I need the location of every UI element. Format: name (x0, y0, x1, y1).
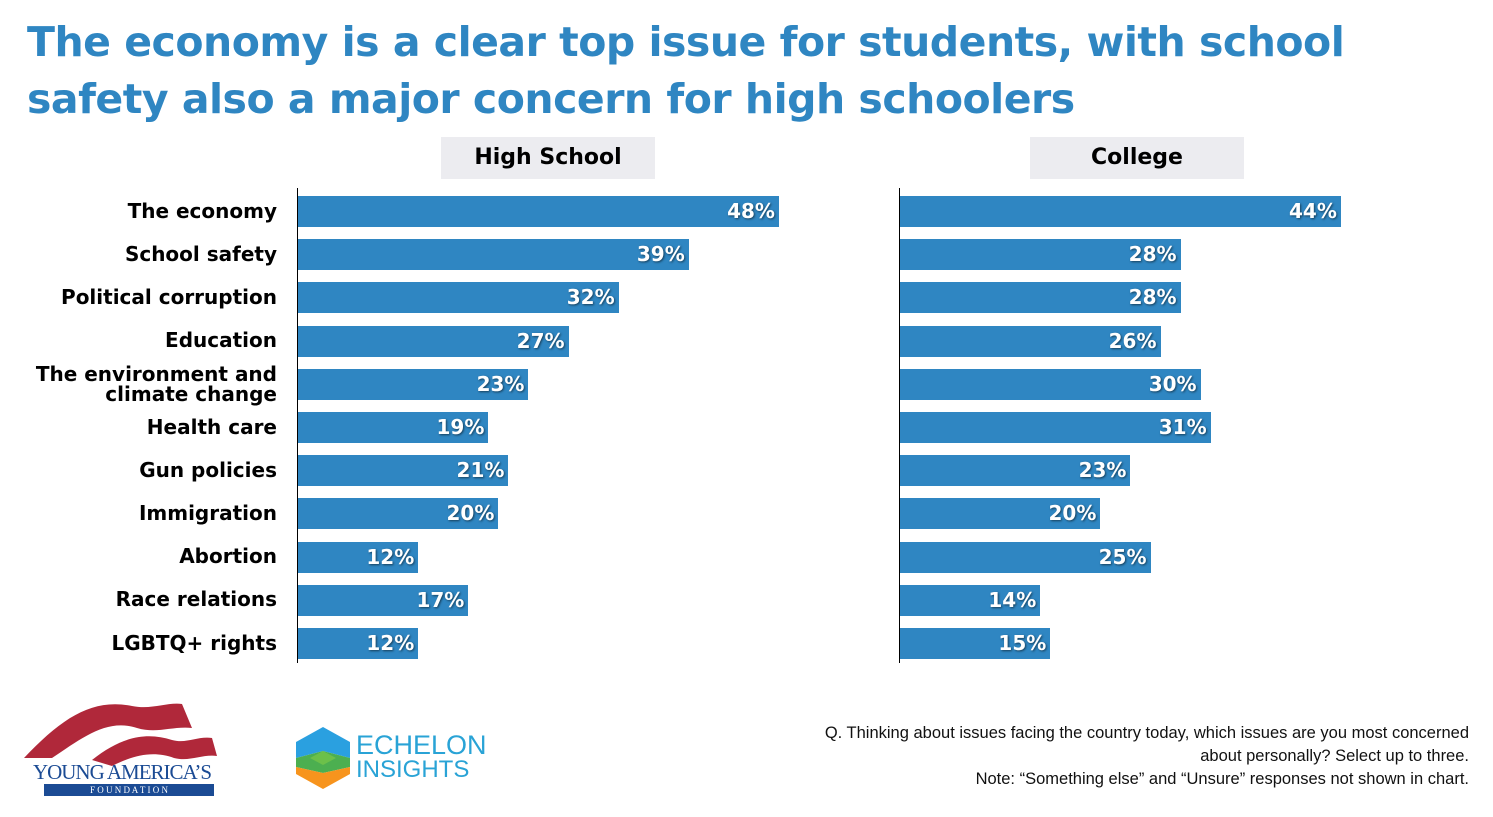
high-school-value-label: 19% (436, 415, 485, 439)
yaf-wordmark: YOUNG AMERICA’S (32, 760, 212, 784)
college-bar (900, 325, 1161, 357)
college-value-label: 20% (1048, 501, 1097, 526)
high-school-value-label: 27% (516, 328, 565, 353)
college-value-label: 31% (1158, 415, 1207, 439)
insights-wordmark: INSIGHTS (356, 756, 470, 783)
college-value-label: 28% (1128, 285, 1177, 310)
high-school-bar (298, 196, 779, 227)
college-bar (900, 498, 1101, 530)
college-axis-line (899, 188, 900, 663)
high-school-bar (298, 239, 689, 271)
college-value-label: 15% (998, 631, 1047, 655)
high-school-bar (298, 325, 569, 357)
high-school-bar (298, 282, 619, 314)
high-school-value-label: 39% (636, 242, 685, 267)
question-line-2: about personally? Select up to three. (1200, 747, 1469, 765)
college-bar (900, 628, 1051, 659)
footnote: Q. Thinking about issues facing the coun… (649, 722, 1469, 791)
college-bar (900, 368, 1201, 400)
high-school-bar (298, 455, 509, 487)
category-label: Education (165, 328, 277, 353)
college-bar (900, 282, 1181, 314)
high-school-bar (298, 412, 489, 443)
young-americas-foundation-logo: YOUNG AMERICA’S F O U N D A T I O N (22, 698, 222, 800)
panel-header-high-school: High School (441, 137, 655, 179)
college-value-label: 30% (1148, 371, 1197, 396)
high-school-axis-line (297, 188, 298, 663)
high-school-value-label: 23% (476, 371, 525, 396)
high-school-bar (298, 498, 499, 530)
college-bar (900, 196, 1341, 227)
question-line-1: Q. Thinking about issues facing the coun… (824, 724, 1469, 742)
high-school-bar (298, 584, 469, 616)
high-school-value-label: 20% (446, 501, 495, 526)
high-school-value-label: 21% (456, 458, 505, 483)
high-school-bar (298, 368, 529, 400)
high-school-bar (298, 541, 419, 573)
echelon-wordmark: ECHELON (356, 730, 487, 760)
panel-header-college: College (1030, 137, 1244, 179)
category-label: Abortion (179, 544, 277, 569)
high-school-value-label: 12% (366, 631, 415, 655)
college-value-label: 44% (1289, 199, 1337, 223)
college-value-label: 28% (1128, 242, 1177, 267)
note-line: Note: “Something else” and “Unsure” resp… (975, 770, 1469, 788)
college-value-label: 23% (1078, 458, 1127, 483)
high-school-value-label: 17% (416, 587, 465, 612)
high-school-value-label: 32% (566, 285, 615, 310)
category-label: The economy (127, 198, 277, 223)
high-school-value-label: 48% (727, 199, 775, 223)
category-label: Race relations (115, 587, 277, 612)
category-label: Political corruption (61, 284, 277, 309)
flag-icon (24, 703, 217, 766)
category-label: Gun policies (139, 457, 277, 482)
chart-title: The economy is a clear top issue for stu… (27, 18, 1345, 123)
college-value-label: 26% (1108, 328, 1157, 353)
category-label: Immigration (138, 500, 277, 525)
college-bar (900, 584, 1041, 616)
category-label: LGBTQ+ rights (111, 630, 277, 655)
echelon-insights-logo: ECHELON INSIGHTS (296, 727, 496, 789)
college-bar (900, 412, 1211, 443)
yaf-foundation-band: F O U N D A T I O N (44, 784, 214, 796)
category-label: Health care (146, 414, 277, 439)
college-bar (900, 541, 1151, 573)
category-label-line: climate change (105, 382, 277, 407)
hexagon-cube-icon (296, 727, 350, 789)
high-school-value-label: 12% (366, 544, 415, 569)
category-label-line: The environment and (35, 362, 277, 387)
high-school-bar (298, 628, 419, 659)
college-value-label: 25% (1098, 544, 1147, 569)
college-bar (900, 455, 1131, 487)
college-bar (900, 239, 1181, 271)
category-label: School safety (124, 241, 277, 266)
category-label: The environment and climate change (36, 364, 277, 404)
college-value-label: 14% (988, 587, 1037, 612)
